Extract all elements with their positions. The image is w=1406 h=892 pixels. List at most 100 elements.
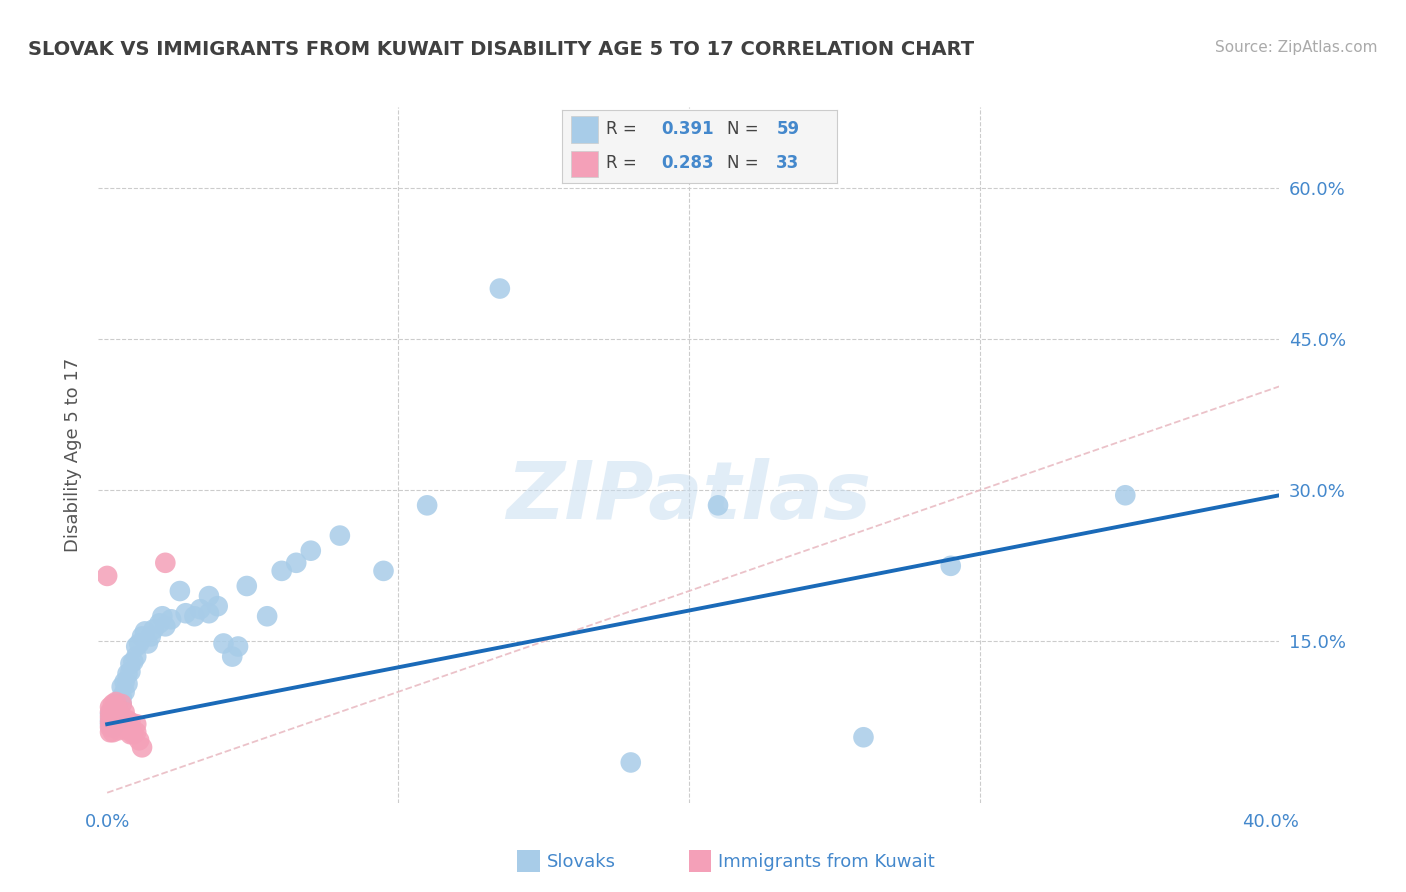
Point	[207, 599, 229, 614]
Point	[117, 713, 139, 727]
Point	[104, 695, 127, 709]
Point	[852, 731, 875, 745]
Point	[98, 720, 121, 734]
Point	[101, 710, 124, 724]
Point	[125, 640, 148, 654]
Point	[136, 636, 159, 650]
Point	[139, 629, 162, 643]
Point	[114, 674, 136, 689]
Text: N =: N =	[727, 154, 763, 172]
Point	[155, 619, 177, 633]
Point	[101, 697, 124, 711]
Point	[117, 666, 139, 681]
Point	[104, 720, 127, 734]
Point	[226, 640, 249, 654]
Point	[183, 609, 205, 624]
Point	[152, 609, 174, 624]
Point	[96, 569, 118, 583]
Point	[98, 710, 121, 724]
Point	[620, 756, 643, 770]
Point	[169, 584, 191, 599]
Point	[221, 649, 243, 664]
Point	[111, 690, 134, 704]
Point	[98, 717, 121, 731]
Point	[489, 281, 512, 295]
Point	[198, 606, 221, 620]
Point	[117, 723, 139, 738]
Text: ZIPatlas: ZIPatlas	[506, 458, 872, 536]
Point	[160, 612, 183, 626]
Point	[373, 564, 395, 578]
Point	[104, 715, 127, 730]
Text: Slovaks: Slovaks	[547, 853, 616, 871]
Point	[134, 624, 156, 639]
Point	[939, 558, 962, 573]
Point	[104, 709, 127, 723]
Point	[212, 636, 235, 650]
Point	[111, 710, 134, 724]
FancyBboxPatch shape	[571, 116, 598, 143]
Point	[101, 705, 124, 719]
Text: 33: 33	[776, 154, 800, 172]
Point	[131, 629, 153, 643]
Point	[188, 602, 211, 616]
Point	[98, 707, 121, 722]
Point	[104, 713, 127, 727]
Point	[101, 720, 124, 734]
Point	[107, 715, 129, 730]
Point	[98, 725, 121, 739]
Point	[111, 697, 134, 711]
Point	[128, 636, 150, 650]
Point	[111, 697, 134, 711]
Point	[270, 564, 292, 578]
Text: Source: ZipAtlas.com: Source: ZipAtlas.com	[1215, 40, 1378, 55]
Point	[107, 705, 129, 719]
Point	[122, 655, 145, 669]
Point	[120, 715, 142, 730]
Text: 59: 59	[776, 120, 800, 138]
Point	[114, 705, 136, 719]
Point	[120, 665, 142, 679]
Point	[131, 740, 153, 755]
Point	[329, 528, 352, 542]
Y-axis label: Disability Age 5 to 17: Disability Age 5 to 17	[63, 358, 82, 552]
Point	[148, 616, 170, 631]
Point	[98, 700, 121, 714]
Point	[101, 710, 124, 724]
Point	[117, 677, 139, 691]
Point	[104, 703, 127, 717]
Point	[104, 697, 127, 711]
Point	[101, 705, 124, 719]
Text: SLOVAK VS IMMIGRANTS FROM KUWAIT DISABILITY AGE 5 TO 17 CORRELATION CHART: SLOVAK VS IMMIGRANTS FROM KUWAIT DISABIL…	[28, 40, 974, 59]
Point	[174, 606, 197, 620]
Point	[285, 556, 308, 570]
Point	[104, 705, 127, 719]
Point	[125, 717, 148, 731]
Point	[155, 556, 177, 570]
Point	[125, 725, 148, 739]
Point	[198, 589, 221, 603]
Point	[98, 715, 121, 730]
Text: R =: R =	[606, 120, 643, 138]
Point	[120, 657, 142, 671]
Point	[128, 733, 150, 747]
Text: N =: N =	[727, 120, 763, 138]
Text: R =: R =	[606, 154, 643, 172]
Point	[101, 725, 124, 739]
Point	[299, 543, 322, 558]
Text: 0.391: 0.391	[661, 120, 714, 138]
Point	[111, 720, 134, 734]
Text: Immigrants from Kuwait: Immigrants from Kuwait	[718, 853, 935, 871]
Point	[98, 713, 121, 727]
Point	[101, 717, 124, 731]
Point	[107, 723, 129, 738]
Point	[142, 623, 165, 637]
Point	[236, 579, 259, 593]
Point	[256, 609, 278, 624]
FancyBboxPatch shape	[571, 151, 598, 177]
Point	[416, 499, 439, 513]
Point	[707, 499, 730, 513]
Point	[111, 680, 134, 694]
Point	[107, 705, 129, 719]
Point	[125, 649, 148, 664]
